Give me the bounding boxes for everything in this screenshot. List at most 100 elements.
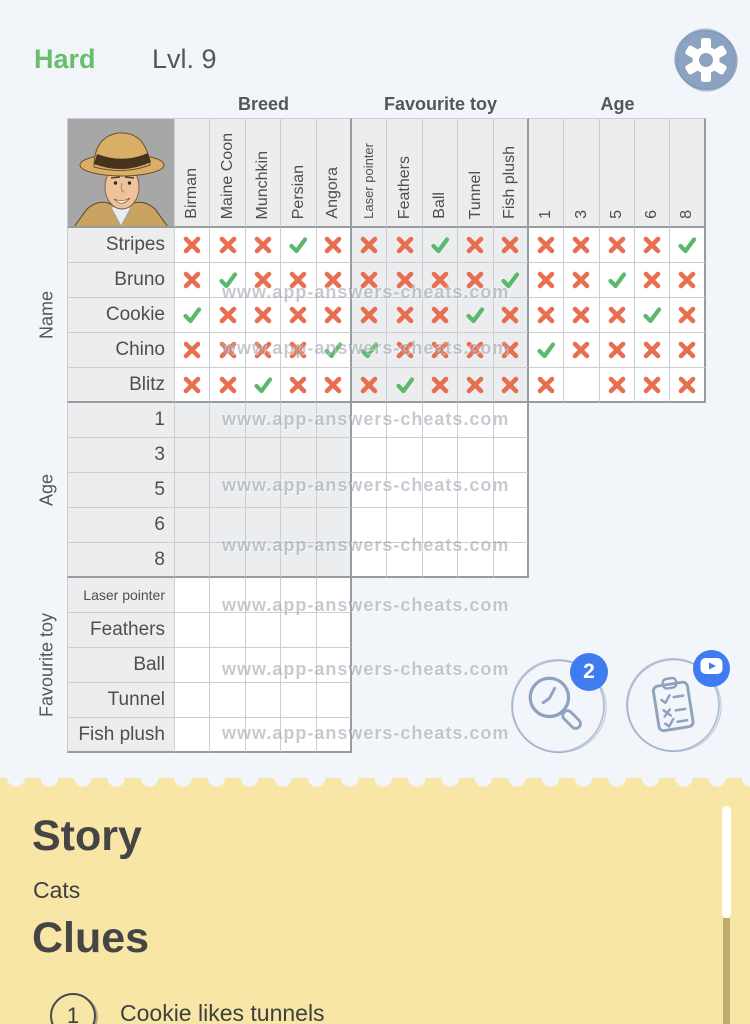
grid-cell-blitz-5[interactable] — [599, 368, 636, 403]
grid-cell-5-laser-pointer[interactable] — [351, 473, 388, 508]
grid-cell-bruno-angora[interactable] — [316, 263, 352, 298]
grid-cell-feathers-maine-coon[interactable] — [210, 613, 246, 648]
grid-cell-5-fish-plush[interactable] — [493, 473, 529, 508]
grid-cell-5-tunnel[interactable] — [458, 473, 494, 508]
grid-cell-blitz-6[interactable] — [635, 368, 671, 403]
grid-cell-3-persian[interactable] — [281, 438, 317, 473]
grid-cell-6-fish-plush[interactable] — [493, 508, 529, 543]
grid-cell-3-munchkin[interactable] — [245, 438, 282, 473]
grid-cell-stripes-fish-plush[interactable] — [493, 228, 529, 263]
grid-cell-bruno-6[interactable] — [635, 263, 671, 298]
grid-cell-bruno-fish-plush[interactable] — [493, 263, 529, 298]
grid-cell-stripes-feathers[interactable] — [387, 228, 423, 263]
grid-cell-bruno-3[interactable] — [564, 263, 600, 298]
grid-cell-fish-plush-angora[interactable] — [316, 718, 352, 753]
grid-cell-chino-laser-pointer[interactable] — [351, 333, 388, 368]
grid-cell-bruno-munchkin[interactable] — [245, 263, 282, 298]
grid-cell-blitz-1[interactable] — [528, 368, 565, 403]
grid-cell-ball-maine-coon[interactable] — [210, 648, 246, 683]
grid-cell-bruno-tunnel[interactable] — [458, 263, 494, 298]
grid-cell-feathers-angora[interactable] — [316, 613, 352, 648]
grid-cell-chino-angora[interactable] — [316, 333, 352, 368]
grid-cell-stripes-angora[interactable] — [316, 228, 352, 263]
grid-cell-stripes-8[interactable] — [670, 228, 706, 263]
grid-cell-chino-tunnel[interactable] — [458, 333, 494, 368]
grid-cell-8-fish-plush[interactable] — [493, 543, 529, 578]
grid-cell-1-birman[interactable] — [175, 403, 211, 438]
grid-cell-blitz-laser-pointer[interactable] — [351, 368, 388, 403]
grid-cell-6-angora[interactable] — [316, 508, 352, 543]
grid-cell-blitz-ball[interactable] — [422, 368, 459, 403]
grid-cell-bruno-birman[interactable] — [175, 263, 211, 298]
grid-cell-cookie-maine-coon[interactable] — [210, 298, 246, 333]
grid-cell-bruno-1[interactable] — [528, 263, 565, 298]
grid-cell-chino-feathers[interactable] — [387, 333, 423, 368]
grid-cell-6-ball[interactable] — [422, 508, 459, 543]
grid-cell-chino-fish-plush[interactable] — [493, 333, 529, 368]
grid-cell-stripes-munchkin[interactable] — [245, 228, 282, 263]
grid-cell-blitz-8[interactable] — [670, 368, 706, 403]
grid-cell-5-ball[interactable] — [422, 473, 459, 508]
grid-cell-laser-pointer-maine-coon[interactable] — [210, 578, 246, 613]
grid-cell-fish-plush-persian[interactable] — [281, 718, 317, 753]
grid-cell-tunnel-maine-coon[interactable] — [210, 683, 246, 718]
grid-cell-cookie-5[interactable] — [599, 298, 636, 333]
grid-cell-8-persian[interactable] — [281, 543, 317, 578]
grid-cell-cookie-fish-plush[interactable] — [493, 298, 529, 333]
grid-cell-cookie-angora[interactable] — [316, 298, 352, 333]
grid-cell-8-laser-pointer[interactable] — [351, 543, 388, 578]
grid-cell-stripes-6[interactable] — [635, 228, 671, 263]
grid-cell-blitz-persian[interactable] — [281, 368, 317, 403]
grid-cell-stripes-birman[interactable] — [175, 228, 211, 263]
grid-cell-8-birman[interactable] — [175, 543, 211, 578]
grid-cell-1-maine-coon[interactable] — [210, 403, 246, 438]
grid-cell-8-maine-coon[interactable] — [210, 543, 246, 578]
grid-cell-bruno-persian[interactable] — [281, 263, 317, 298]
grid-cell-blitz-birman[interactable] — [175, 368, 211, 403]
grid-cell-cookie-munchkin[interactable] — [245, 298, 282, 333]
grid-cell-feathers-birman[interactable] — [175, 613, 211, 648]
grid-cell-6-persian[interactable] — [281, 508, 317, 543]
scrollbar-thumb[interactable] — [722, 806, 731, 918]
grid-cell-chino-8[interactable] — [670, 333, 706, 368]
grid-cell-5-angora[interactable] — [316, 473, 352, 508]
grid-cell-5-maine-coon[interactable] — [210, 473, 246, 508]
grid-cell-chino-munchkin[interactable] — [245, 333, 282, 368]
grid-cell-stripes-3[interactable] — [564, 228, 600, 263]
grid-cell-3-ball[interactable] — [422, 438, 459, 473]
grid-cell-1-fish-plush[interactable] — [493, 403, 529, 438]
grid-cell-5-munchkin[interactable] — [245, 473, 282, 508]
grid-cell-stripes-persian[interactable] — [281, 228, 317, 263]
tutorial-play-badge[interactable] — [693, 650, 730, 687]
grid-cell-fish-plush-maine-coon[interactable] — [210, 718, 246, 753]
grid-cell-chino-ball[interactable] — [422, 333, 459, 368]
grid-cell-cookie-feathers[interactable] — [387, 298, 423, 333]
grid-cell-5-birman[interactable] — [175, 473, 211, 508]
grid-cell-chino-1[interactable] — [528, 333, 565, 368]
grid-cell-stripes-maine-coon[interactable] — [210, 228, 246, 263]
grid-cell-tunnel-persian[interactable] — [281, 683, 317, 718]
grid-cell-ball-persian[interactable] — [281, 648, 317, 683]
grid-cell-cookie-persian[interactable] — [281, 298, 317, 333]
grid-cell-ball-angora[interactable] — [316, 648, 352, 683]
grid-cell-8-angora[interactable] — [316, 543, 352, 578]
grid-cell-3-tunnel[interactable] — [458, 438, 494, 473]
grid-cell-ball-birman[interactable] — [175, 648, 211, 683]
grid-cell-stripes-laser-pointer[interactable] — [351, 228, 388, 263]
grid-cell-3-maine-coon[interactable] — [210, 438, 246, 473]
grid-cell-3-fish-plush[interactable] — [493, 438, 529, 473]
grid-cell-tunnel-munchkin[interactable] — [245, 683, 282, 718]
grid-cell-6-feathers[interactable] — [387, 508, 423, 543]
grid-cell-bruno-8[interactable] — [670, 263, 706, 298]
grid-cell-bruno-laser-pointer[interactable] — [351, 263, 388, 298]
grid-cell-1-feathers[interactable] — [387, 403, 423, 438]
grid-cell-chino-6[interactable] — [635, 333, 671, 368]
grid-cell-1-angora[interactable] — [316, 403, 352, 438]
grid-cell-cookie-8[interactable] — [670, 298, 706, 333]
grid-cell-1-tunnel[interactable] — [458, 403, 494, 438]
grid-cell-blitz-fish-plush[interactable] — [493, 368, 529, 403]
grid-cell-blitz-munchkin[interactable] — [245, 368, 282, 403]
grid-cell-tunnel-birman[interactable] — [175, 683, 211, 718]
grid-cell-6-maine-coon[interactable] — [210, 508, 246, 543]
grid-cell-chino-5[interactable] — [599, 333, 636, 368]
